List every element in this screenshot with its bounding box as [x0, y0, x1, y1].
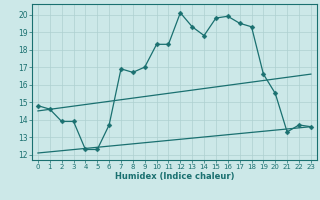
- X-axis label: Humidex (Indice chaleur): Humidex (Indice chaleur): [115, 172, 234, 181]
